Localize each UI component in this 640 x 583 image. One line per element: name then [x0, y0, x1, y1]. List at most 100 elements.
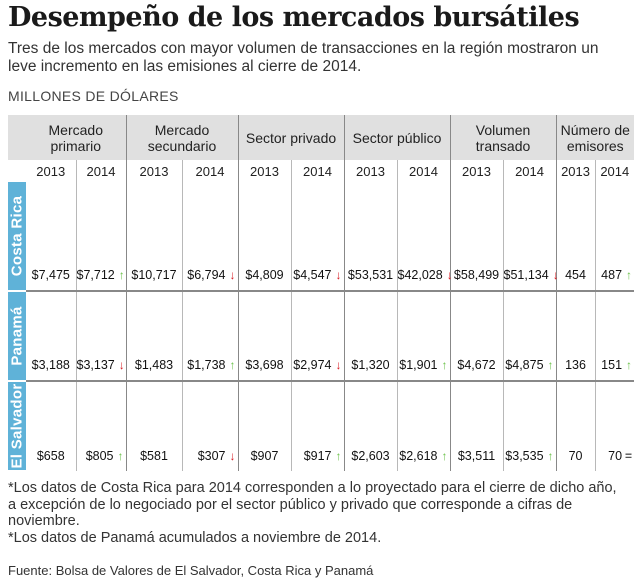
- year-label: 2014: [182, 160, 239, 182]
- value-2014: $2,974: [293, 358, 332, 372]
- value-2014: $307: [197, 449, 226, 463]
- year-label: 2013: [126, 160, 183, 182]
- cell-2014: $3,137 ↓: [76, 290, 127, 381]
- cell-2014: 151 ↑: [595, 290, 635, 381]
- units-label: MILLONES DE DÓLARES: [8, 88, 179, 104]
- year-label: 2014: [397, 160, 451, 182]
- cell-2013: $7,475: [26, 182, 77, 291]
- year-row: 2013 2014 2013 2014 2013 2014 2013 2014 2013 2014…: [8, 160, 634, 182]
- country-label: Costa Rica: [8, 195, 26, 277]
- cell-2013: 136: [556, 290, 596, 381]
- country-label: El Salvador: [8, 383, 26, 469]
- value-2014: $2,618: [399, 449, 438, 463]
- cell-2013: $1,483: [126, 290, 183, 381]
- cell-2013: $581: [126, 380, 183, 471]
- source-note: Fuente: Bolsa de Valores de El Salvador,…: [8, 563, 374, 578]
- column-header: Mercado secundario: [126, 115, 239, 160]
- trend-down-icon: ↓: [446, 268, 453, 282]
- cell-2013: $1,320: [344, 290, 398, 381]
- trend-up-icon: ↑: [229, 358, 236, 372]
- cell-2014: $6,794 ↓: [182, 182, 239, 291]
- value-2014: $4,547: [293, 268, 332, 282]
- value-2014: $7,712: [76, 268, 115, 282]
- value-2014: $917: [303, 449, 332, 463]
- trend-up-icon: ↑: [626, 268, 633, 282]
- year-label: 2014: [600, 163, 630, 179]
- table-row: Costa Rica $7,475 $7,712 ↑ $10,717 $6,794 ↓ $4,…: [8, 182, 634, 292]
- value-2014: $4,875: [505, 358, 544, 372]
- cell-2014: $4,875 ↑: [503, 290, 557, 381]
- cell-2014: $2,974 ↓: [291, 290, 345, 381]
- country-band: Costa Rica: [8, 182, 26, 292]
- cell-2014: $805 ↑: [76, 380, 127, 471]
- year-label: 2014: [291, 160, 345, 182]
- cell-2013: $907: [238, 380, 292, 471]
- cell-2013: $3,511: [450, 380, 504, 471]
- trend-down-icon: ↓: [229, 449, 236, 463]
- cell-2014: 70 =: [595, 380, 635, 471]
- cell-2013: 70: [556, 380, 596, 471]
- cell-2014: $51,134 ↓: [503, 182, 559, 291]
- year-label: 2013: [26, 160, 77, 182]
- year-label: 2014: [76, 160, 127, 182]
- value-2014: 487: [601, 268, 623, 282]
- trend-up-icon: ↑: [441, 449, 448, 463]
- value-2014: $1,901: [399, 358, 438, 372]
- footnote-costa-rica: *Los datos de Costa Rica para 2014 corre…: [8, 480, 617, 529]
- cell-2014: $917 ↑: [291, 380, 345, 471]
- column-header: Mercado primario: [26, 115, 127, 160]
- trend-up-icon: ↑: [117, 449, 124, 463]
- trend-down-icon: ↓: [229, 268, 236, 282]
- header-row: Mercado primario Mercado secundario Sector…: [8, 115, 635, 160]
- cell-2014: $3,535 ↑: [503, 380, 557, 471]
- cell-2014: $307 ↓: [182, 380, 239, 471]
- subtitle: Tres de los mercados con mayor volumen d…: [8, 40, 599, 75]
- value-2014: $6,794: [187, 268, 226, 282]
- trend-down-icon: ↓: [118, 358, 125, 372]
- trend-down-icon: ↓: [552, 268, 559, 282]
- year-label: 2013: [450, 160, 504, 182]
- table-body: Mercado primario Mercado secundario Sector…: [8, 115, 635, 472]
- column-header: Número de emisores: [556, 115, 635, 160]
- trend-equal-icon: =: [625, 449, 633, 463]
- page-title: Desempeño de los mercados bursátiles: [8, 2, 580, 33]
- value-2014: 70: [608, 449, 623, 463]
- year-label: 2013: [556, 160, 596, 182]
- trend-up-icon: ↑: [547, 449, 554, 463]
- column-header: Sector privado: [238, 115, 345, 160]
- cell-2013: $2,603: [344, 380, 398, 471]
- trend-down-icon: ↓: [335, 268, 342, 282]
- cell-2013: $3,698: [238, 290, 292, 381]
- column-header: Volumen transado: [450, 115, 557, 160]
- year-spacer: [8, 160, 26, 182]
- year-label: 2013: [238, 160, 292, 182]
- cell-2014: 487 ↑: [595, 182, 634, 291]
- footnotes: *Los datos de Costa Rica para 2014 corre…: [8, 480, 623, 546]
- value-2014: $1,738: [187, 358, 226, 372]
- value-2014: $42,028: [397, 268, 443, 282]
- trend-up-icon: ↑: [626, 358, 633, 372]
- cell-2013: $10,717: [126, 182, 183, 291]
- year-label: 2014: [503, 160, 557, 182]
- cell-2013: $58,499: [450, 182, 504, 291]
- footnote-panama: *Los datos de Panamá acumulados a noviem…: [8, 529, 382, 546]
- cell-2013: 454: [556, 182, 596, 291]
- cell-2013: $4,672: [450, 290, 504, 381]
- trend-up-icon: ↑: [335, 449, 342, 463]
- value-2014: $51,134: [503, 268, 549, 282]
- trend-up-icon: ↑: [547, 358, 554, 372]
- header-spacer: [8, 115, 26, 160]
- cell-2014: $1,738 ↑: [182, 290, 239, 381]
- cell-2013: $53,531: [344, 182, 398, 291]
- trend-down-icon: ↓: [335, 358, 342, 372]
- cell-2014: $1,901 ↑: [397, 290, 451, 381]
- country-band: Panamá: [8, 290, 26, 382]
- trend-up-icon: ↑: [118, 268, 125, 282]
- cell-2014: $42,028 ↓: [397, 182, 453, 291]
- country-band: El Salvador: [8, 380, 26, 472]
- table-row: El Salvador $658 $805 ↑ $581 $307 ↓ $907 $917 ↑ $2…: [8, 380, 635, 472]
- value-2014: 151: [601, 358, 623, 372]
- value-2014: $805: [85, 449, 114, 463]
- value-2014: $3,137: [76, 358, 115, 372]
- table-row: Panamá $3,188 $3,137 ↓ $1,483 $1,738 ↑ $3,698 $2…: [8, 290, 635, 382]
